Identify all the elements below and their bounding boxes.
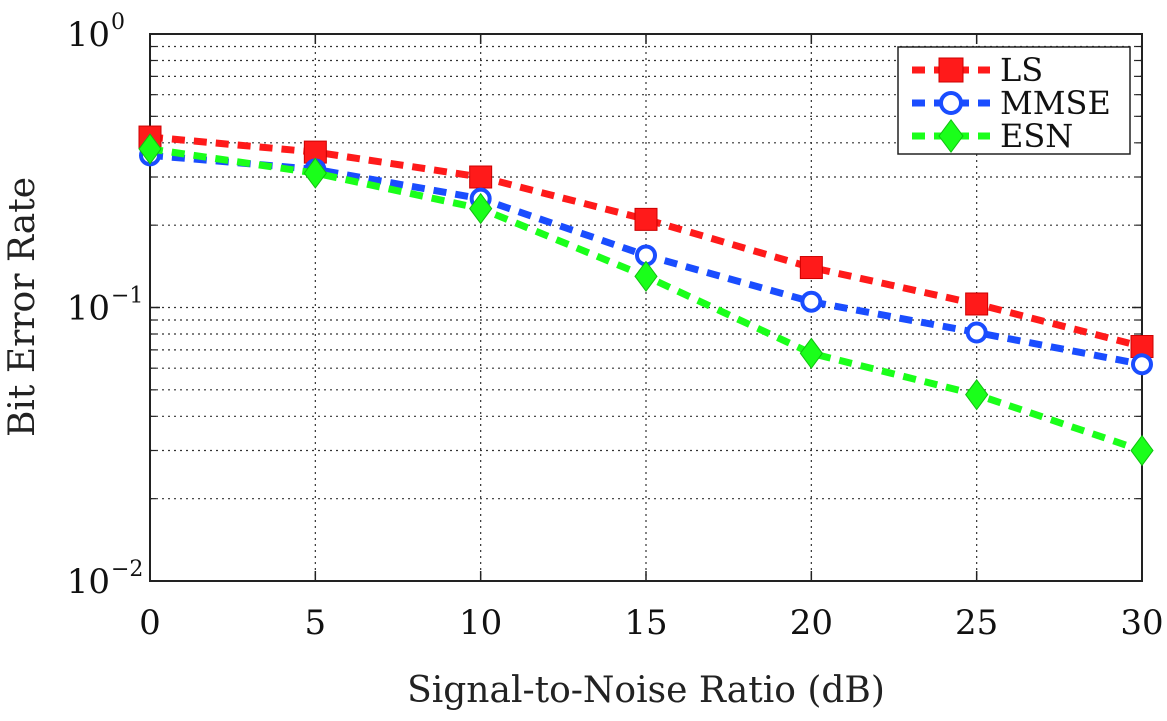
x-tick-label: 5: [305, 603, 327, 643]
data-point-ls: [469, 165, 493, 189]
y-tick-label-base: 10: [67, 562, 110, 602]
x-tick-label: 10: [459, 603, 502, 643]
data-point-esn: [1130, 434, 1154, 467]
data-point-esn: [634, 260, 658, 293]
data-series: [138, 125, 1154, 467]
data-point-esn: [965, 378, 989, 411]
data-point-esn: [138, 133, 162, 165]
x-axis-ticks: 0 5 10 15 20 25 30: [139, 34, 1164, 643]
legend-label-ls: LS: [1000, 51, 1043, 89]
legend-label-mmse: MMSE: [1000, 84, 1111, 122]
y-tick-label-base: 10: [67, 15, 110, 55]
legend-marker-ls: [938, 57, 964, 83]
data-point-mmse: [800, 290, 823, 313]
series-esn: [138, 133, 1154, 467]
legend-marker-esn: [938, 118, 964, 154]
x-tick-label: 0: [139, 603, 161, 643]
x-tick-label: 30: [1120, 603, 1163, 643]
data-point-ls: [799, 256, 823, 280]
x-tick-label: 25: [955, 603, 998, 643]
x-tick-label: 20: [790, 603, 833, 643]
data-point-esn: [303, 157, 327, 189]
data-point-ls: [965, 292, 989, 316]
data-point-mmse: [1131, 353, 1153, 376]
data-point-ls: [634, 207, 658, 231]
x-tick-label: 15: [624, 603, 667, 643]
legend-marker-mmse: [939, 91, 963, 115]
series-mmse: [139, 144, 1153, 376]
data-point-mmse: [965, 321, 988, 344]
series-line-ls: [149, 133, 1143, 350]
data-point-esn: [799, 337, 823, 369]
y-axis-title: Bit Error Rate: [2, 177, 43, 437]
data-point-esn: [469, 192, 493, 225]
x-axis-title: Signal-to-Noise Ratio (dB): [407, 670, 885, 711]
y-tick-label-base: 10: [67, 289, 110, 329]
y-tick-label-exponent: −2: [111, 557, 143, 582]
legend-label-esn: ESN: [1000, 117, 1073, 155]
y-tick-label-exponent: −1: [111, 284, 143, 309]
y-tick-label-exponent: 0: [111, 10, 125, 35]
